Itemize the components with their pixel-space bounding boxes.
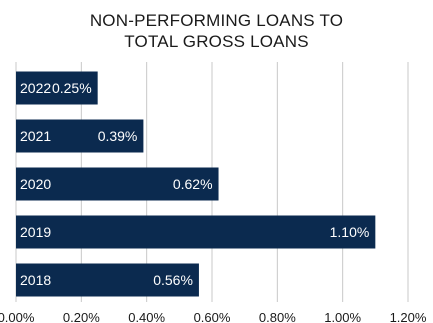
x-tick-label: 0.20% (63, 310, 100, 323)
chart-title-line2: TOTAL GROSS LOANS (124, 32, 309, 51)
value-label: 0.39% (98, 128, 138, 144)
x-tick-label: 0.00% (0, 310, 35, 323)
category-label: 2018 (20, 272, 51, 288)
x-tick-label: 1.20% (390, 310, 427, 323)
chart-title-line1: NON-PERFORMING LOANS TO (89, 11, 344, 30)
bars: 2022 0.25% 2021 0.39% 2020 0.62% 2019 1.10% 2018… (16, 71, 376, 297)
category-label: 2021 (20, 128, 51, 144)
x-axis-ticks: 0.00% 0.20% 0.40% 0.60% 0.80% 1.00% 1.20% (0, 310, 427, 323)
x-tick-label: 0.40% (128, 310, 165, 323)
bar (16, 119, 144, 153)
bar (16, 263, 199, 297)
value-label: 0.56% (153, 272, 193, 288)
bar (16, 215, 376, 249)
category-label: 2019 (20, 224, 51, 240)
category-label: 2020 (20, 176, 51, 192)
bar (16, 71, 98, 105)
chart-title: NON-PERFORMING LOANS TO TOTAL GROSS LOAN… (0, 10, 433, 52)
value-label: 1.10% (330, 224, 370, 240)
x-tick-label: 1.00% (324, 310, 361, 323)
x-tick-label: 0.80% (259, 310, 296, 323)
x-tick-label: 0.60% (194, 310, 231, 323)
category-label: 2022 (20, 80, 51, 96)
bar (16, 167, 219, 201)
value-label: 0.25% (52, 80, 92, 96)
value-label: 0.62% (173, 176, 213, 192)
